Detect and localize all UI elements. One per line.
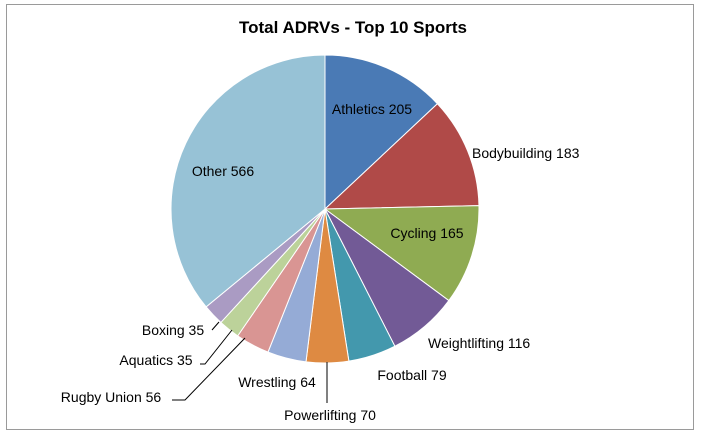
pie-slices <box>170 54 480 364</box>
data-label-bodybuilding: Bodybuilding 183 <box>472 145 580 161</box>
data-label-athletics: Athletics 205 <box>332 101 412 117</box>
data-label-rugby-union: Rugby Union 56 <box>61 389 162 405</box>
data-label-powerlifting: Powerlifting 70 <box>284 407 376 423</box>
data-label-other: Other 566 <box>192 163 254 179</box>
pie-slice-athletics <box>324 54 439 211</box>
data-label-cycling: Cycling 165 <box>390 225 463 241</box>
leader-line-rugby-union <box>172 337 246 401</box>
data-label-weightlifting: Weightlifting 116 <box>428 335 530 351</box>
data-labels: Athletics 205 Bodybuilding 183 Cycling 165… <box>61 101 580 423</box>
chart-border <box>6 4 694 430</box>
data-label-football: Football 79 <box>377 367 446 383</box>
leader-line-aquatics <box>200 329 233 365</box>
pie-slice-cycling <box>323 205 480 302</box>
data-label-aquatics: Aquatics 35 <box>119 352 192 368</box>
chart-title: Total ADRVs - Top 10 Sports <box>239 18 467 37</box>
leader-lines <box>172 321 328 403</box>
pie-slice-other <box>170 54 326 308</box>
data-label-wrestling: Wrestling 64 <box>238 374 316 390</box>
pie-slice-bodybuilding <box>323 103 480 210</box>
data-label-boxing: Boxing 35 <box>142 322 204 338</box>
leader-line-boxing <box>211 321 220 331</box>
